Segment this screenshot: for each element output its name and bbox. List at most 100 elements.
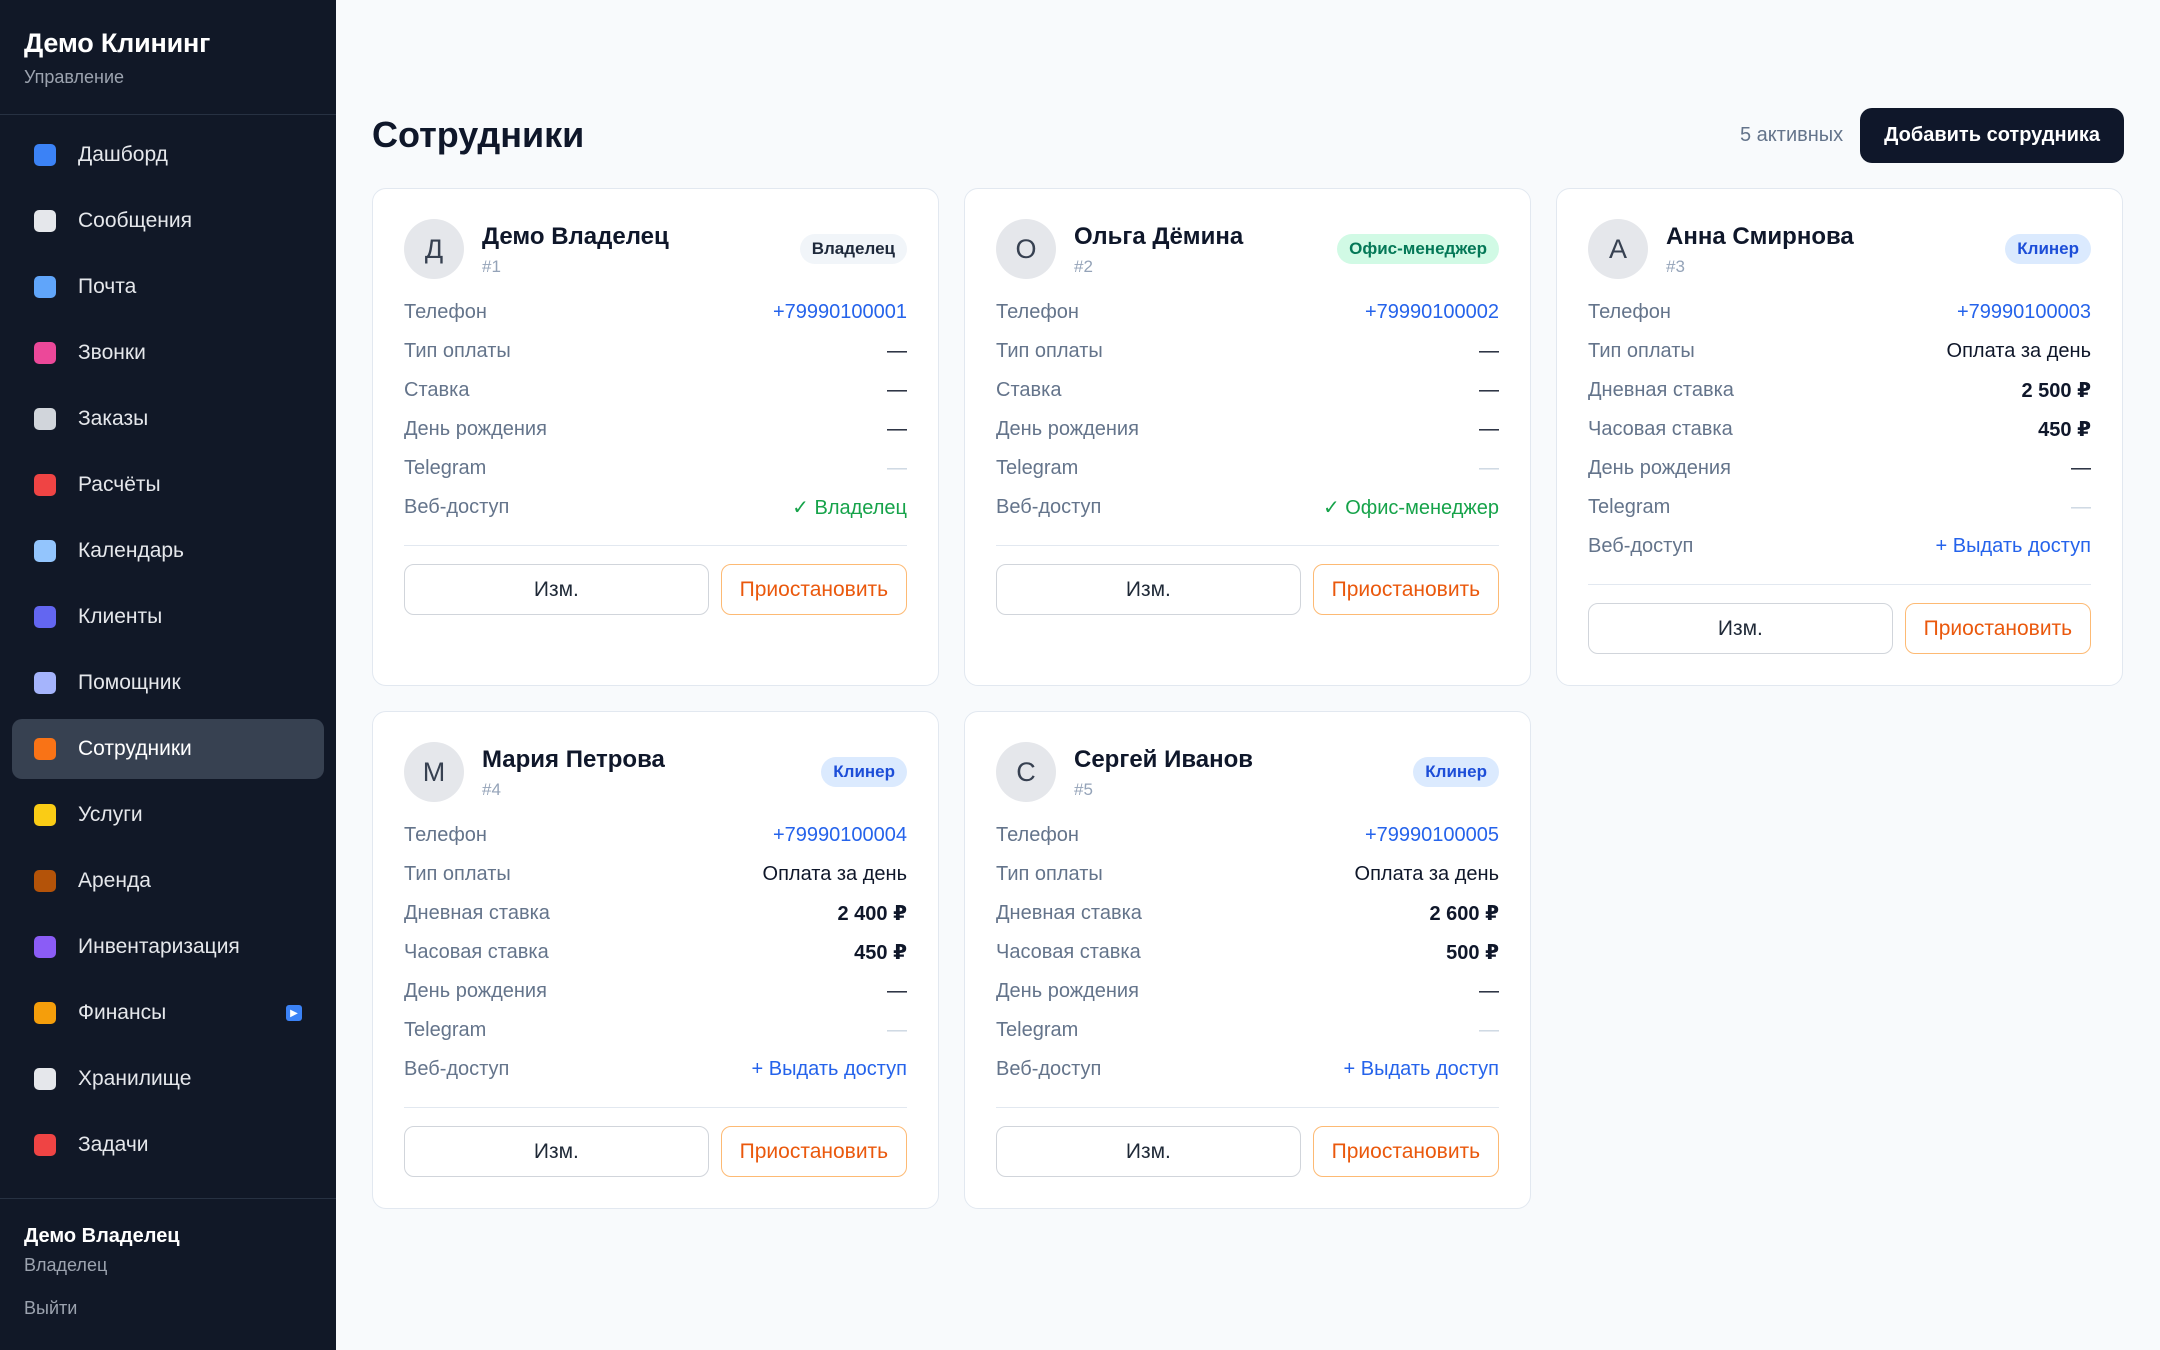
page-header: Сотрудники 5 активных Добавить сотрудник… bbox=[372, 107, 2124, 163]
detail-row: Telegram — bbox=[1588, 488, 2091, 527]
broom-icon bbox=[34, 738, 56, 760]
employee-card-header: Д Демо Владелец #1 Владелец bbox=[404, 219, 907, 281]
avatar: О bbox=[996, 219, 1056, 279]
sidebar-item[interactable]: Дашборд bbox=[12, 125, 324, 185]
grant-access-link[interactable]: + Выдать доступ bbox=[1343, 1058, 1499, 1080]
sidebar-item[interactable]: Задачи bbox=[12, 1115, 324, 1175]
sidebar-item-label: Сотрудники bbox=[78, 737, 192, 760]
suspend-button[interactable]: Приостановить bbox=[1312, 564, 1499, 615]
employee-card: О Ольга Дёмина #2 Офис-менеджер Телефон +7999… bbox=[964, 188, 1531, 686]
detail-value: — bbox=[1479, 418, 1499, 440]
employee-card-header: М Мария Петрова #4 Клинер bbox=[404, 742, 907, 804]
detail-label: Тип оплаты bbox=[1588, 340, 1695, 362]
sidebar-item[interactable]: Календарь bbox=[12, 521, 324, 581]
detail-row: Телефон +79990100003 bbox=[1588, 293, 2091, 332]
phone-link[interactable]: +79990100002 bbox=[1364, 301, 1499, 323]
employee-card: С Сергей Иванов #5 Клинер Телефон +7999010000… bbox=[964, 711, 1531, 1209]
sidebar-item[interactable]: Расчёты bbox=[12, 455, 324, 515]
logout-link[interactable]: Выйти bbox=[24, 1298, 78, 1318]
edit-button[interactable]: Изм. bbox=[404, 564, 709, 615]
sidebar-item-label: Задачи bbox=[78, 1133, 149, 1156]
sidebar-item[interactable]: Клиенты bbox=[12, 587, 324, 647]
detail-row: День рождения — bbox=[996, 410, 1499, 449]
employee-id: #2 bbox=[1074, 257, 1093, 276]
avatar: А bbox=[1588, 219, 1648, 279]
divider bbox=[1588, 584, 2091, 585]
sidebar-item-label: Заказы bbox=[78, 407, 149, 430]
detail-row: Веб-доступ ✓ Офис-менеджер bbox=[996, 488, 1499, 527]
sidebar-item[interactable]: Инвентаризация bbox=[12, 917, 324, 977]
sidebar-item[interactable]: Финансы ▶ bbox=[12, 983, 324, 1043]
detail-label: Ставка bbox=[996, 379, 1062, 401]
avatar: М bbox=[404, 742, 464, 802]
suspend-button[interactable]: Приостановить bbox=[1904, 603, 2091, 654]
tag-icon bbox=[34, 804, 56, 826]
edit-button[interactable]: Изм. bbox=[1588, 603, 1893, 654]
divider bbox=[404, 545, 907, 546]
phone-link[interactable]: +79990100003 bbox=[1956, 301, 2091, 323]
speech-bubble-icon bbox=[34, 210, 56, 232]
active-count: 5 активных bbox=[1740, 123, 1844, 146]
detail-row: Телефон +79990100002 bbox=[996, 293, 1499, 332]
cloud-icon bbox=[34, 1068, 56, 1090]
edit-button[interactable]: Изм. bbox=[996, 564, 1301, 615]
sidebar-item-label: Клиенты bbox=[78, 605, 163, 628]
avatar: С bbox=[996, 742, 1056, 802]
sidebar-item[interactable]: Заказы bbox=[12, 389, 324, 449]
employee-id: #5 bbox=[1074, 780, 1093, 799]
role-badge: Владелец bbox=[799, 234, 907, 264]
phone-link[interactable]: +79990100001 bbox=[772, 301, 907, 323]
detail-label: Телефон bbox=[996, 824, 1079, 846]
sidebar-item-label: Финансы bbox=[78, 1001, 167, 1024]
avatar: Д bbox=[404, 219, 464, 279]
employee-card-header: А Анна Смирнова #3 Клинер bbox=[1588, 219, 2091, 281]
add-employee-button[interactable]: Добавить сотрудника bbox=[1860, 107, 2124, 163]
employee-details: Телефон +79990100003 Тип оплаты Оплата за д… bbox=[1588, 293, 2091, 566]
suspend-button[interactable]: Приостановить bbox=[720, 564, 907, 615]
employee-name-block: Мария Петрова #4 bbox=[482, 746, 665, 800]
employee-card-header: О Ольга Дёмина #2 Офис-менеджер bbox=[996, 219, 1499, 281]
pin-icon bbox=[34, 1134, 56, 1156]
detail-label: Telegram bbox=[404, 457, 487, 479]
detail-row: Часовая ставка 450 ₽ bbox=[1588, 410, 2091, 449]
sidebar-item[interactable]: Услуги bbox=[12, 785, 324, 845]
employee-name: Анна Смирнова bbox=[1666, 223, 1854, 250]
sidebar-item[interactable]: Аренда bbox=[12, 851, 324, 911]
card-actions: Изм. Приостановить bbox=[404, 564, 907, 615]
detail-value: — bbox=[887, 1019, 907, 1041]
detail-row: Telegram — bbox=[996, 449, 1499, 488]
phone-link[interactable]: +79990100004 bbox=[772, 824, 907, 846]
role-badge: Клинер bbox=[821, 757, 907, 787]
sidebar-item-label: Услуги bbox=[78, 803, 143, 826]
detail-row: Телефон +79990100001 bbox=[404, 293, 907, 332]
brand-title: Демо Клининг bbox=[24, 28, 211, 58]
sidebar-item[interactable]: Хранилище bbox=[12, 1049, 324, 1109]
detail-label: Телефон bbox=[996, 301, 1079, 323]
sidebar-item[interactable]: Помощник bbox=[12, 653, 324, 713]
detail-value: — bbox=[2071, 457, 2091, 479]
detail-label: День рождения bbox=[1588, 457, 1731, 479]
sidebar-item[interactable]: Сотрудники bbox=[12, 719, 324, 779]
sidebar-item[interactable]: Почта bbox=[12, 257, 324, 317]
employee-id: #4 bbox=[482, 780, 501, 799]
role-badge: Офис-менеджер bbox=[1337, 234, 1499, 264]
grant-access-link[interactable]: + Выдать доступ bbox=[1935, 535, 2091, 557]
detail-label: Telegram bbox=[1588, 496, 1671, 518]
suspend-button[interactable]: Приостановить bbox=[1312, 1126, 1499, 1177]
detail-value: — bbox=[887, 340, 907, 362]
abacus-icon bbox=[34, 474, 56, 496]
detail-row: Тип оплаты — bbox=[996, 332, 1499, 371]
detail-label: Часовая ставка bbox=[404, 941, 549, 963]
sidebar: Демо Клининг Управление Дашборд Сообщения… bbox=[0, 0, 336, 1350]
grant-access-link[interactable]: + Выдать доступ bbox=[751, 1058, 907, 1080]
suspend-button[interactable]: Приостановить bbox=[720, 1126, 907, 1177]
edit-button[interactable]: Изм. bbox=[996, 1126, 1301, 1177]
phone-link[interactable]: +79990100005 bbox=[1364, 824, 1499, 846]
sidebar-item[interactable]: Сообщения bbox=[12, 191, 324, 251]
employee-id: #3 bbox=[1666, 257, 1685, 276]
detail-value: Оплата за день bbox=[1354, 863, 1499, 885]
detail-value: — bbox=[1479, 340, 1499, 362]
sidebar-item[interactable]: Звонки bbox=[12, 323, 324, 383]
edit-button[interactable]: Изм. bbox=[404, 1126, 709, 1177]
user-panel: Демо Владелец Владелец Выйти bbox=[0, 1198, 336, 1350]
